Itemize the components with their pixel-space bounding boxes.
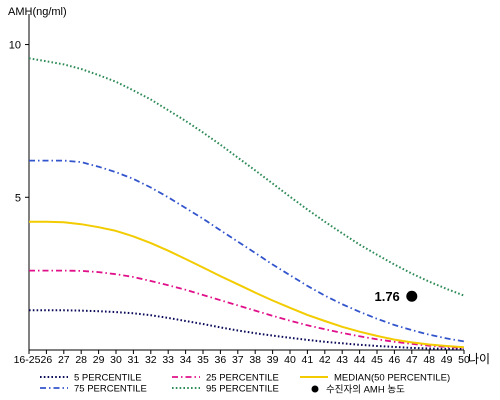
x-tick-label: 32 [145, 354, 157, 366]
x-tick-label: 50 [458, 354, 470, 366]
marker-group: 1.76 [374, 289, 418, 304]
x-tick-label: 49 [441, 354, 453, 366]
legend-label-5: 95 PERCENTILE [206, 384, 279, 395]
legend-label-1: 5 PERCENTILE [74, 373, 142, 384]
y-axis-label: AMH(ng/ml) [8, 6, 67, 18]
x-tick-label: 37 [232, 354, 244, 366]
x-tick-label: 47 [406, 354, 418, 366]
x-tick-label: 48 [423, 354, 435, 366]
x-tick-label: 16-25 [14, 354, 41, 366]
x-tick-label: 29 [93, 354, 105, 366]
x-ticks: 16-25 26 27 28 29 30 31 32 33 34 35 36 37 38 39 40 41 42 4… [14, 350, 470, 366]
x-tick-label: 45 [371, 354, 383, 366]
x-tick-label: 35 [197, 354, 209, 366]
legend-label-4: 75 PERCENTILE [74, 384, 147, 395]
x-tick-label: 28 [75, 354, 87, 366]
legend-marker-dot [311, 385, 319, 393]
legend-label-2: 25 PERCENTILE [206, 373, 279, 384]
legend-marker-label: 수진자의 AMH 농도 [326, 385, 405, 396]
y-tick-label: 10 [9, 40, 21, 52]
y-ticks: 5 10 [9, 40, 29, 204]
x-tick-label: 46 [389, 354, 401, 366]
x-tick-label: 30 [110, 354, 122, 366]
legend-label-3: MEDIAN(50 PERCENTILE) [334, 373, 450, 384]
x-tick-label: 34 [180, 354, 192, 366]
x-tick-label: 36 [215, 354, 227, 366]
x-tick-label: 26 [41, 354, 53, 366]
series-line-3 [29, 220, 465, 349]
x-tick-label: 42 [319, 354, 331, 366]
x-axis-label: 나이 [468, 352, 490, 366]
series-line-1 [29, 309, 465, 351]
series-line-5 [28, 57, 465, 297]
x-tick-label: 38 [249, 354, 261, 366]
x-tick-label: 31 [128, 354, 140, 366]
x-tick-label: 27 [58, 354, 70, 366]
x-tick-label: 44 [354, 354, 366, 366]
amh-marker-value: 1.76 [374, 289, 399, 304]
series-line-4 [29, 159, 465, 343]
amh-marker-dot [406, 290, 418, 302]
legend: 5 PERCENTILE 25 PERCENTILE MEDIAN(50 PERCE… [40, 373, 450, 396]
chart-axes: AMH(ng/ml) 나이 [8, 6, 490, 366]
y-tick-label: 5 [15, 192, 21, 204]
x-tick-label: 33 [162, 354, 174, 366]
series-line-2 [29, 269, 465, 349]
x-tick-label: 43 [336, 354, 348, 366]
series-lines [28, 57, 465, 351]
x-tick-label: 41 [302, 354, 314, 366]
x-tick-label: 39 [267, 354, 279, 366]
x-tick-label: 40 [284, 354, 296, 366]
